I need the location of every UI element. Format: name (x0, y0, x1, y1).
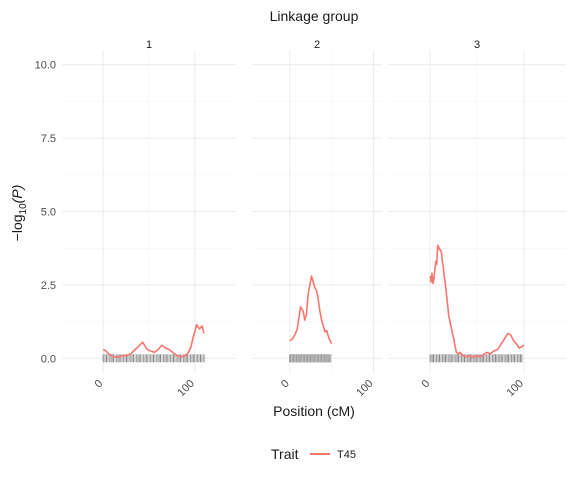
facet-strip-title: Linkage group (270, 8, 359, 24)
y-tick-label: 5.0 (41, 207, 56, 219)
facet-strip-label: 3 (474, 39, 480, 51)
y-axis-title-var: (P) (9, 185, 25, 204)
series-line-t45 (289, 275, 333, 345)
x-axis-title: Position (cM) (273, 403, 355, 419)
facet-panel-2: 2 0 100 (252, 39, 382, 399)
y-axis: 0.0 2.5 5.0 7.5 10.0 (35, 60, 56, 366)
series-line-t45 (102, 323, 205, 358)
facet-panel-1: 1 0 100 (62, 39, 236, 399)
x-tick-label: 100 (504, 378, 525, 399)
x-tick-label: 0 (93, 378, 106, 391)
x-tick-label: 0 (419, 378, 432, 391)
y-axis-title-base: −log (9, 214, 25, 241)
y-tick-label: 10.0 (35, 60, 56, 72)
y-tick-label: 2.5 (41, 280, 56, 292)
x-tick-label: 100 (175, 378, 196, 399)
chart-panels: 1 0 100 2 0 100 3 0 100 (62, 39, 566, 399)
y-axis-title-sub: 10 (18, 203, 29, 215)
facet-strip-label: 1 (146, 39, 152, 51)
y-tick-label: 0.0 (41, 353, 56, 365)
series-line-t45 (429, 244, 525, 358)
y-tick-label: 7.5 (41, 133, 56, 145)
legend-title: Trait (271, 446, 299, 462)
facet-strip-label: 2 (314, 39, 320, 51)
y-axis-title: −log10(P) (9, 185, 29, 242)
facet-panel-3: 3 0 100 (388, 39, 566, 399)
legend: Trait T45 (271, 446, 356, 462)
x-tick-label: 0 (279, 378, 292, 391)
x-tick-label: 100 (354, 378, 375, 399)
legend-label-t45: T45 (337, 449, 356, 461)
